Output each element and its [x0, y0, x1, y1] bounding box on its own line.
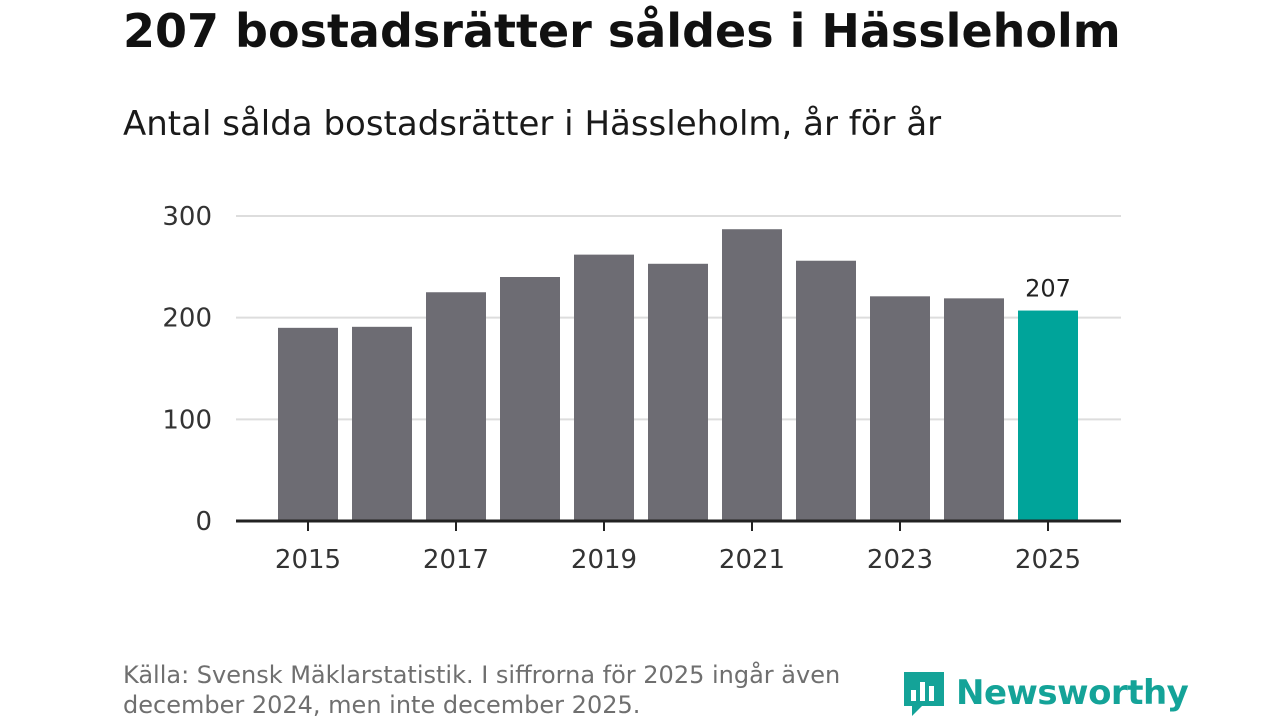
bar-chart: 0 100 200 300 207 2015 2017 2019 2021 2023 2025: [162, 202, 1121, 575]
x-tick-label: 2019: [571, 545, 637, 575]
y-tick-label: 200: [162, 304, 212, 334]
data-label-2025: 207: [1025, 275, 1071, 303]
bar-2017: [426, 292, 486, 521]
x-tick-label: 2021: [719, 545, 785, 575]
bar-2016: [352, 326, 412, 521]
bar-2020: [648, 263, 708, 521]
bar-2018: [500, 277, 560, 521]
bar-2023: [870, 296, 930, 521]
x-tick-label: 2025: [1015, 545, 1081, 575]
bar-2021: [722, 229, 782, 521]
chart-title: 207 bostadsrätter såldes i Hässleholm: [123, 4, 1121, 58]
bar-2015: [278, 327, 338, 521]
x-tick-label: 2023: [867, 545, 933, 575]
data-labels: 207: [1025, 275, 1071, 303]
brand-name: Newsworthy: [956, 673, 1189, 713]
chart-subtitle: Antal sålda bostadsrätter i Hässleholm, …: [123, 104, 942, 144]
y-tick-label: 300: [162, 202, 212, 232]
brand-logo[interactable]: Newsworthy: [902, 668, 1189, 718]
y-tick-label: 0: [195, 507, 212, 537]
bar-2024: [944, 298, 1004, 521]
y-tick-label: 100: [162, 405, 212, 435]
source-note: Källa: Svensk Mäklarstatistik. I siffror…: [123, 661, 841, 719]
x-axis: 2015 2017 2019 2021 2023 2025: [236, 519, 1121, 575]
bar-2022: [796, 260, 856, 521]
bar-2025: [1018, 310, 1078, 521]
x-tick-label: 2015: [275, 545, 341, 575]
bar-2019: [574, 254, 634, 521]
bars: [278, 229, 1078, 521]
newsworthy-logo-icon: [904, 672, 944, 716]
y-axis-ticks: 0 100 200 300: [162, 202, 212, 537]
x-tick-label: 2017: [423, 545, 489, 575]
